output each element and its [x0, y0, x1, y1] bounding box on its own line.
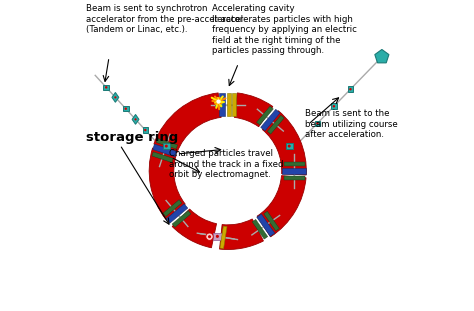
Circle shape [135, 118, 137, 120]
Bar [213, 233, 222, 240]
Wedge shape [219, 219, 264, 249]
Polygon shape [163, 200, 182, 216]
Text: storage ring: storage ring [86, 131, 178, 144]
Polygon shape [220, 226, 227, 248]
FancyBboxPatch shape [143, 127, 148, 133]
Polygon shape [112, 92, 119, 102]
Circle shape [349, 88, 352, 91]
FancyBboxPatch shape [103, 85, 109, 90]
Polygon shape [153, 144, 177, 157]
Text: Beam is sent to the
beam utilizing course
after acceleration.: Beam is sent to the beam utilizing cours… [305, 109, 398, 139]
Polygon shape [256, 106, 273, 125]
FancyBboxPatch shape [286, 143, 292, 150]
Circle shape [217, 102, 220, 104]
Polygon shape [152, 152, 173, 162]
Polygon shape [228, 93, 231, 116]
FancyBboxPatch shape [123, 106, 128, 111]
Polygon shape [283, 162, 304, 166]
Circle shape [216, 235, 219, 238]
Polygon shape [156, 138, 178, 149]
Text: Charged particles travel
around the track in a fixed
orbit by electromagnet.: Charged particles travel around the trac… [169, 149, 284, 179]
Polygon shape [132, 114, 139, 124]
Polygon shape [252, 220, 268, 239]
FancyBboxPatch shape [315, 121, 320, 126]
Wedge shape [257, 176, 306, 237]
Text: Beam is sent to synchrotron
accelerator from the pre-accelerator
(Tandem or Lina: Beam is sent to synchrotron accelerator … [86, 4, 243, 34]
Polygon shape [166, 204, 188, 223]
FancyBboxPatch shape [215, 100, 222, 106]
Circle shape [208, 235, 211, 238]
Wedge shape [172, 209, 217, 248]
Wedge shape [149, 148, 185, 219]
FancyBboxPatch shape [331, 104, 337, 109]
FancyBboxPatch shape [163, 143, 170, 150]
Polygon shape [283, 176, 304, 180]
Wedge shape [263, 111, 306, 175]
Wedge shape [234, 93, 273, 127]
Polygon shape [172, 211, 191, 227]
Wedge shape [154, 93, 221, 152]
Polygon shape [261, 109, 280, 131]
Polygon shape [219, 93, 225, 116]
Polygon shape [264, 211, 279, 231]
Circle shape [206, 233, 213, 240]
Polygon shape [267, 115, 284, 134]
Polygon shape [232, 93, 236, 116]
Circle shape [288, 145, 291, 148]
Circle shape [144, 129, 146, 131]
Polygon shape [375, 49, 389, 63]
Circle shape [105, 86, 108, 89]
Circle shape [165, 145, 168, 148]
Text: Accelerating cavity
It accelerates particles with high
frequency by applying an : Accelerating cavity It accelerates parti… [212, 4, 357, 55]
Polygon shape [283, 168, 306, 174]
FancyBboxPatch shape [347, 86, 353, 92]
Circle shape [125, 108, 127, 110]
Circle shape [333, 105, 335, 108]
Circle shape [216, 100, 221, 104]
Circle shape [316, 122, 319, 124]
Circle shape [114, 96, 117, 99]
Polygon shape [257, 214, 275, 236]
